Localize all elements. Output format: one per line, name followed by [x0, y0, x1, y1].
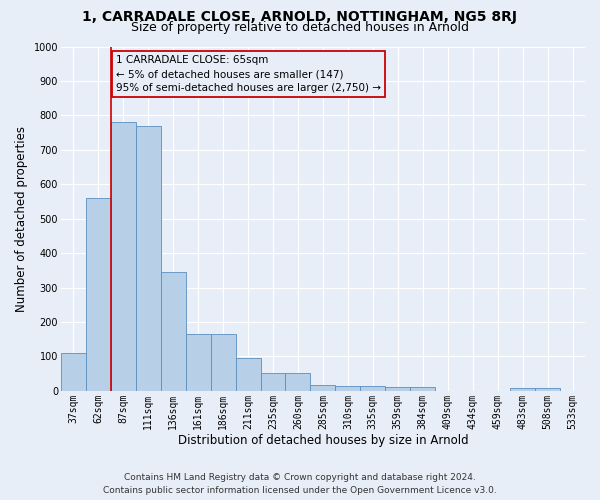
Bar — [286, 373, 310, 391]
X-axis label: Distribution of detached houses by size in Arnold: Distribution of detached houses by size … — [178, 434, 468, 448]
Bar — [236, 358, 260, 391]
Bar — [211, 334, 236, 391]
Text: Contains HM Land Registry data © Crown copyright and database right 2024.
Contai: Contains HM Land Registry data © Crown c… — [103, 473, 497, 495]
Y-axis label: Number of detached properties: Number of detached properties — [15, 126, 28, 312]
Text: Size of property relative to detached houses in Arnold: Size of property relative to detached ho… — [131, 21, 469, 34]
Bar — [185, 334, 211, 391]
Bar — [161, 272, 185, 391]
Bar — [260, 373, 286, 391]
Text: 1 CARRADALE CLOSE: 65sqm
← 5% of detached houses are smaller (147)
95% of semi-d: 1 CARRADALE CLOSE: 65sqm ← 5% of detache… — [116, 55, 381, 93]
Text: 1, CARRADALE CLOSE, ARNOLD, NOTTINGHAM, NG5 8RJ: 1, CARRADALE CLOSE, ARNOLD, NOTTINGHAM, … — [83, 10, 517, 24]
Bar — [310, 384, 335, 391]
Bar — [410, 388, 435, 391]
Bar — [535, 388, 560, 391]
Bar — [61, 353, 86, 391]
Bar — [111, 122, 136, 391]
Bar — [510, 388, 535, 391]
Bar — [335, 386, 361, 391]
Bar — [86, 198, 111, 391]
Bar — [361, 386, 385, 391]
Bar — [136, 126, 161, 391]
Bar — [385, 388, 410, 391]
